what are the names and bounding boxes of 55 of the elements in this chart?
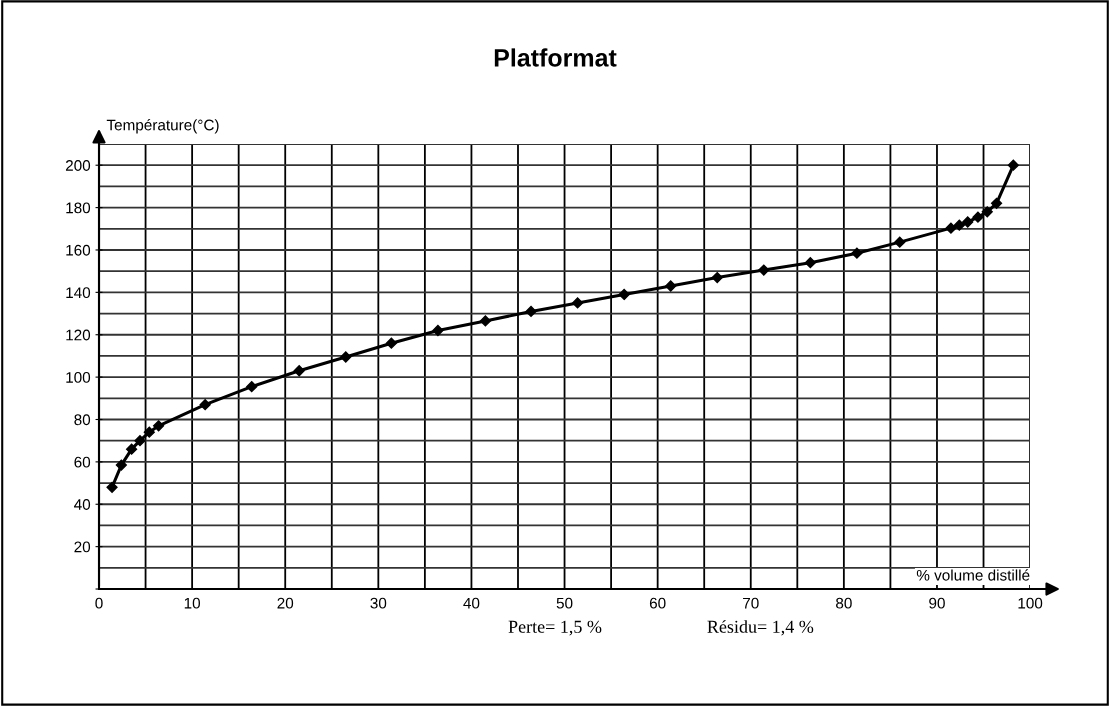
y-tick-label: 160 — [66, 244, 91, 256]
point — [340, 351, 352, 363]
x-tick-label: 0 — [95, 597, 103, 609]
point — [894, 236, 906, 248]
point — [385, 337, 397, 349]
text: Perte= 1,5 % — [508, 620, 602, 636]
point — [199, 399, 211, 411]
point — [525, 305, 537, 318]
point — [981, 206, 993, 218]
point — [143, 426, 155, 438]
point — [293, 365, 305, 377]
point — [953, 219, 965, 231]
y-tick-label: 40 — [74, 499, 91, 510]
x-tick-label: 20 — [277, 597, 294, 609]
point — [152, 420, 165, 432]
y-tick-label: 200 — [65, 160, 91, 171]
point — [665, 280, 677, 292]
x-tick-label: 30 — [370, 597, 387, 609]
x-tick-label: 80 — [836, 597, 852, 609]
y-tick-label: 180 — [66, 202, 91, 214]
point — [1007, 159, 1019, 171]
x-axis-title: % volume distillé — [916, 569, 1030, 581]
point — [125, 443, 138, 455]
text: Résidu= 1,4 % — [707, 620, 814, 636]
x-tick-label: 50 — [556, 597, 573, 609]
point — [134, 435, 146, 447]
x-tick-label: 60 — [649, 597, 666, 609]
y-tick-label: 100 — [66, 371, 91, 383]
x-tick-label: 10 — [184, 597, 201, 609]
point — [432, 324, 444, 337]
y-axis-title: Température(°C) — [106, 119, 219, 134]
point — [571, 297, 584, 309]
point — [990, 197, 1003, 209]
point — [115, 459, 127, 471]
x-tick-label: 40 — [463, 597, 480, 609]
point — [972, 211, 984, 223]
x-tick-label: 70 — [743, 597, 759, 609]
y-tick-label: 80 — [74, 414, 91, 426]
point — [106, 481, 118, 493]
x-tick-label: 90 — [929, 597, 945, 609]
point — [945, 222, 957, 234]
point — [962, 216, 974, 228]
point — [479, 315, 492, 327]
point — [804, 257, 816, 269]
point — [246, 381, 258, 393]
y-tick-label: 60 — [74, 456, 91, 468]
y-tick-label: 140 — [66, 287, 91, 299]
point — [851, 247, 863, 259]
point — [711, 271, 723, 284]
point — [758, 264, 770, 276]
x-tick-label: 100 — [1018, 597, 1043, 609]
chart-title: Platformat — [494, 48, 617, 67]
y-tick-label: 120 — [66, 329, 91, 341]
y-tick-label: 20 — [74, 541, 91, 553]
point — [618, 288, 630, 301]
